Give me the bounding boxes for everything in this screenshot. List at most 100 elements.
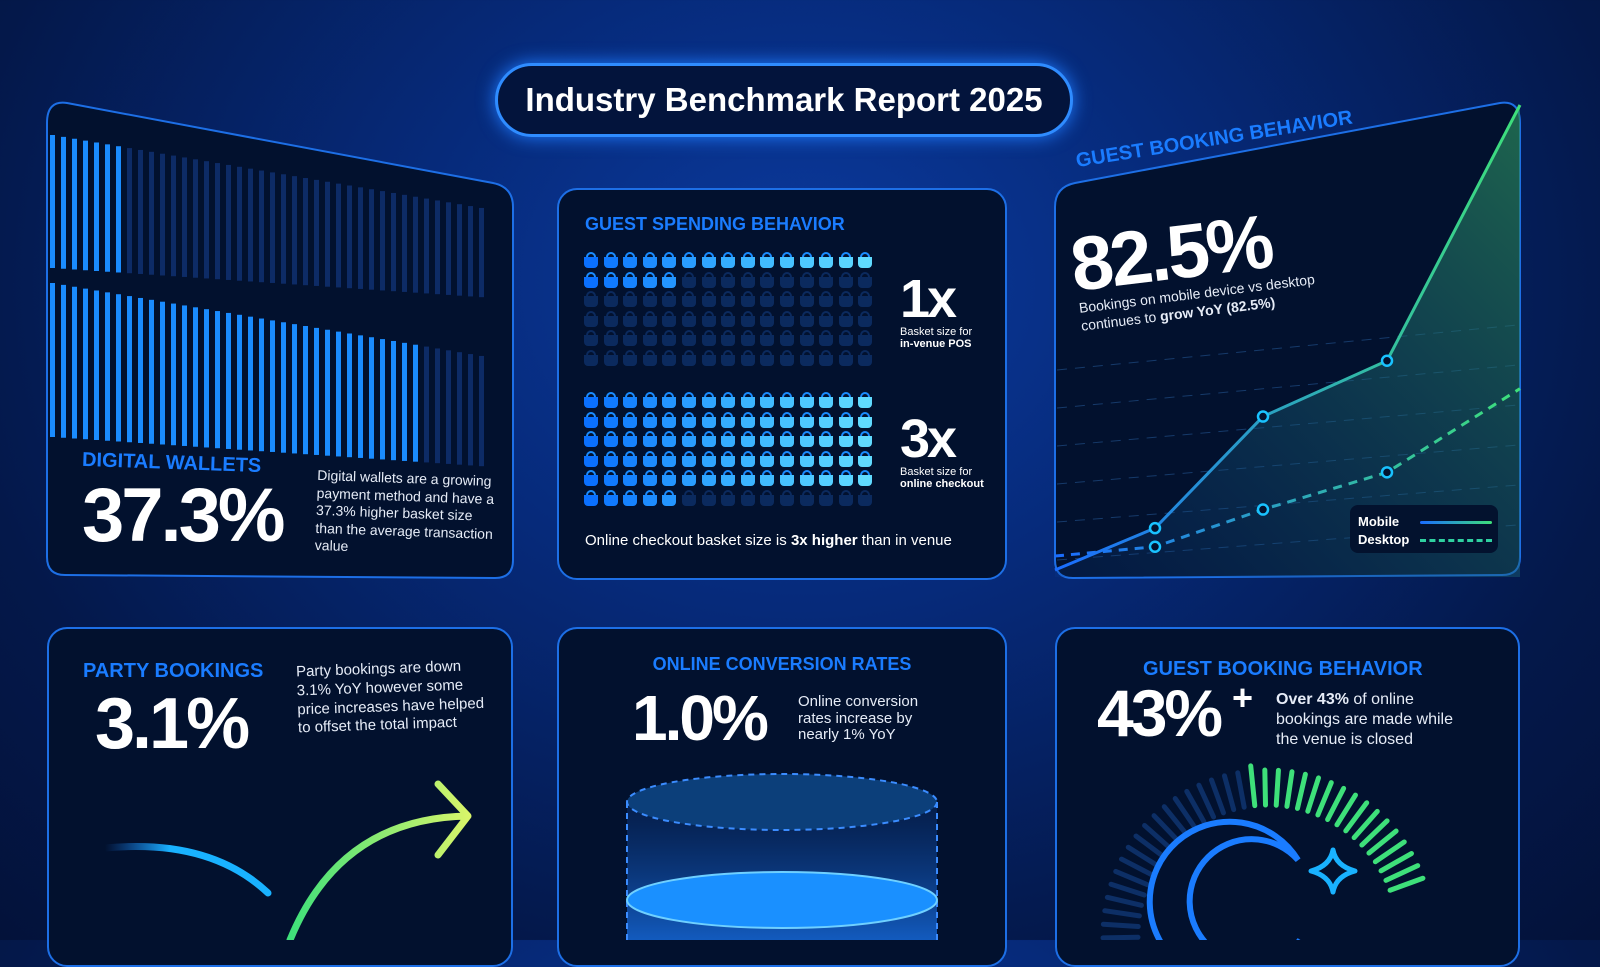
wallet-bar [391,192,396,292]
wallet-bar [259,318,264,452]
basket-icon [740,450,755,467]
gauge-tick [1351,808,1380,841]
basket-icon [662,330,677,347]
basket-icon [623,392,638,408]
wallet-bar [193,159,198,278]
closed-heading: GUEST BOOKING BEHAVIOR [1143,658,1423,680]
mobile-point [1380,354,1394,367]
footer-bold: 3x higher [790,532,858,549]
wallet-bar [182,305,187,446]
wallet-bar [468,206,473,297]
wallet-bar [72,138,77,270]
basket-icon [799,392,814,408]
wallet-bar [358,335,363,458]
basket-icon [623,310,638,327]
wallet-bar [105,144,110,272]
basket-icon [858,431,873,448]
basket-icon [760,271,775,288]
basket-icon [682,411,696,428]
legend-desktop: Desktop [1358,531,1492,549]
gauge-tick [1133,833,1167,860]
basket-icon [760,350,775,366]
basket-icon [780,392,794,408]
gauge-tick [1315,780,1334,818]
wallet-bar [413,196,418,293]
gauge-tick [1151,813,1181,844]
gauge-tick [1102,908,1142,919]
basket-icon [838,411,853,428]
gauge-tick [1262,767,1269,808]
pos-label: Basket size for in-venue POS [900,326,972,350]
basket-icon [623,411,638,428]
wallet-bar [171,303,176,446]
online-label: Basket size for online checkout [900,466,984,490]
basket-icon [838,392,853,408]
basket-icon [740,431,755,448]
basket-icon [760,470,775,487]
wallet-bar [446,202,451,295]
basket-icon [721,450,736,467]
basket-icon [760,392,775,408]
basket-icon [662,470,677,487]
gauge-tick [1383,863,1421,883]
basket-icon [662,411,677,428]
gauge-tick [1343,800,1370,834]
basket-icon [780,350,794,366]
basket-icon [760,450,775,467]
basket-icon [701,450,716,467]
basket-icon [603,411,618,428]
basket-icon [799,330,814,347]
basket-icon [603,252,618,268]
basket-icon [858,252,873,268]
wallet-bar [182,157,187,277]
wallet-bar [215,163,220,280]
wallet-bar [446,350,451,464]
basket-icon [682,392,696,408]
gauge-tick [1294,771,1308,811]
basket-icon [858,271,873,288]
wallet-bar [160,301,165,445]
basket-icon [799,470,814,487]
basket-icon [819,291,834,308]
mobile-point [1256,410,1270,423]
basket-icon [701,392,716,408]
basket-icon [858,330,873,347]
party-panel [47,627,513,967]
night-gauge [1100,763,1426,940]
basket-icon [858,411,873,428]
spending-heading: GUEST SPENDING BEHAVIOR [585,214,845,234]
basket-icon [760,330,775,347]
basket-icon [799,291,814,308]
wallet-bar [259,170,264,283]
basket-icon [682,450,696,467]
basket-icon [740,330,755,347]
basket-icon [858,310,873,327]
party-value: 3.1% [95,684,250,764]
report-title: Industry Benchmark Report 2025 [495,63,1073,137]
basket-icon [780,490,794,506]
basket-icon [838,450,853,467]
wallet-bar [435,200,440,295]
basket-icon [682,350,696,366]
gauge-tick [1305,775,1322,814]
pos-label-bold: in-venue POS [900,338,972,351]
basket-icon [819,431,834,448]
basket-icon [740,470,755,487]
wallet-bar [50,135,55,268]
gauge-tick [1100,934,1141,940]
basket-icon [642,271,657,288]
basket-icon [701,291,716,308]
basket-icon [838,291,853,308]
wallet-bar [347,185,352,289]
basket-icon [662,392,677,408]
wallet-bar [149,299,154,444]
basket-icon [603,490,618,506]
up-arrow-icon [286,780,472,940]
wallet-bar [138,297,143,443]
wallet-bar [204,309,209,448]
desktop-point [1148,540,1162,553]
wallet-bar [149,151,154,275]
basket-icon [623,490,638,506]
conversion-heading: ONLINE CONVERSION RATES [652,654,912,674]
basket-icon [819,450,834,467]
